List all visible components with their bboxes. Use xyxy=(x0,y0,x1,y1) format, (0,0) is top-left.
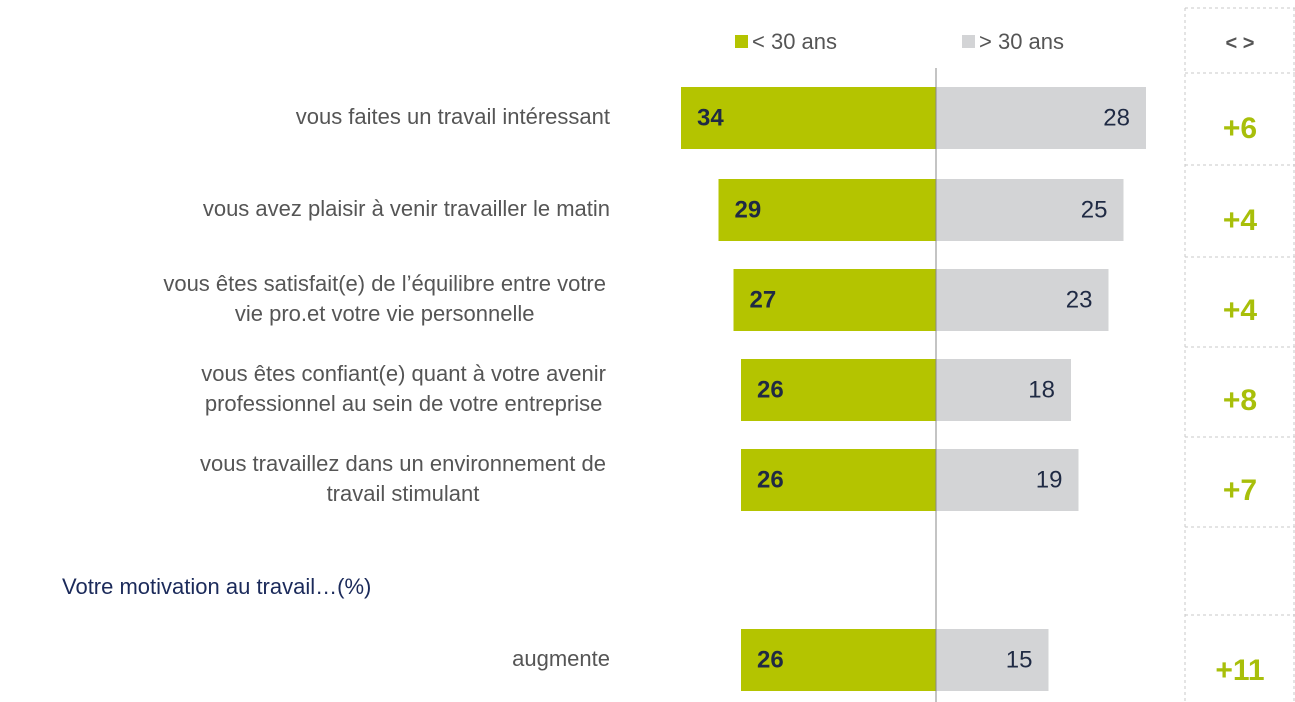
category-label: vous êtes confiant(e) quant à votre aven… xyxy=(201,361,606,386)
difference-label: +4 xyxy=(1223,204,1258,237)
bar xyxy=(681,87,936,149)
difference-label: +7 xyxy=(1223,474,1257,507)
value-label: 29 xyxy=(735,196,762,223)
category-label: vie pro.et votre vie personnelle xyxy=(235,301,535,326)
legend-label: < 30 ans xyxy=(752,29,837,54)
difference-label: +11 xyxy=(1215,654,1264,687)
bar xyxy=(936,449,1079,511)
bar xyxy=(733,269,936,331)
category-label: vous faites un travail intéressant xyxy=(296,104,610,129)
legend-swatch xyxy=(735,35,748,48)
value-label: 23 xyxy=(1066,286,1093,313)
legend-label: > 30 ans xyxy=(979,29,1064,54)
bar xyxy=(718,179,936,241)
value-label: 26 xyxy=(757,466,784,493)
value-label: 26 xyxy=(757,646,784,673)
bar xyxy=(936,359,1071,421)
category-label: vous êtes satisfait(e) de l’équilibre en… xyxy=(163,271,606,296)
bar xyxy=(741,629,936,691)
bar xyxy=(936,269,1109,331)
bar xyxy=(936,629,1049,691)
difference-label: +6 xyxy=(1223,112,1257,145)
bar xyxy=(936,87,1146,149)
value-label: 15 xyxy=(1006,646,1033,673)
category-label: augmente xyxy=(512,646,610,671)
difference-header: < > xyxy=(1226,32,1255,54)
difference-label: +8 xyxy=(1223,384,1257,417)
bar xyxy=(936,179,1124,241)
value-label: 26 xyxy=(757,376,784,403)
value-label: 27 xyxy=(750,286,777,313)
value-label: 19 xyxy=(1036,466,1063,493)
value-label: 25 xyxy=(1081,196,1108,223)
value-label: 28 xyxy=(1103,104,1130,131)
bar xyxy=(741,449,936,511)
category-label: vous travaillez dans un environnement de xyxy=(200,451,606,476)
category-label: travail stimulant xyxy=(327,481,480,506)
section-label: Votre motivation au travail…(%) xyxy=(62,574,371,599)
difference-label: +4 xyxy=(1223,294,1258,327)
legend-swatch xyxy=(962,35,975,48)
bar xyxy=(741,359,936,421)
category-label: professionnel au sein de votre entrepris… xyxy=(205,391,602,416)
category-label: vous avez plaisir à venir travailler le … xyxy=(203,196,610,221)
value-label: 34 xyxy=(697,104,724,131)
value-label: 18 xyxy=(1028,376,1055,403)
